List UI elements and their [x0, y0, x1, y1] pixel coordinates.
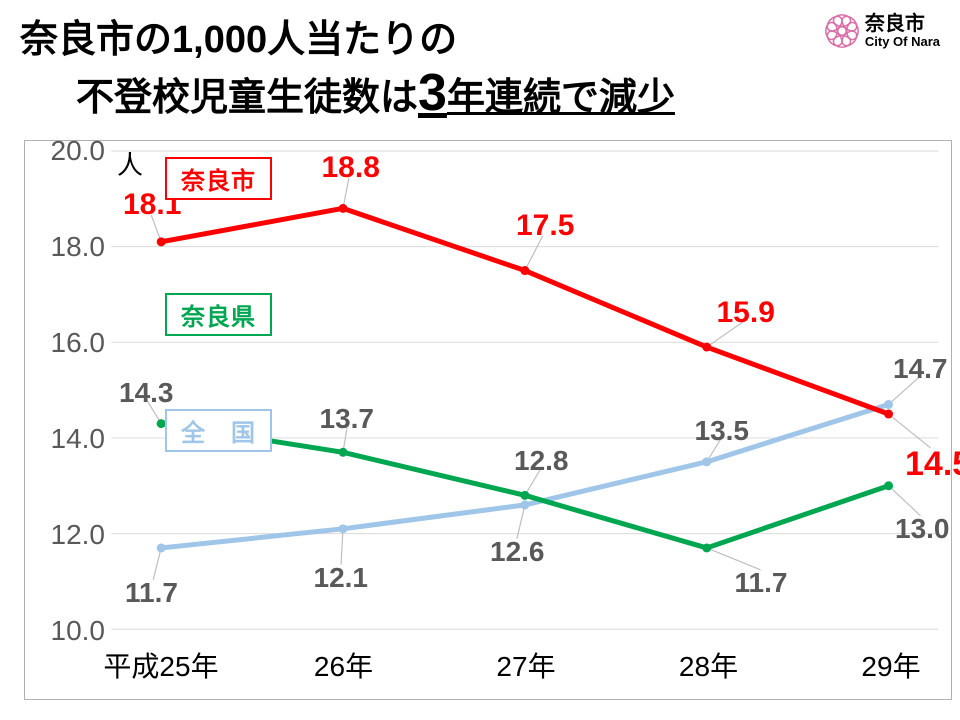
data-label: 18.8: [322, 151, 380, 185]
line-chart: 10.012.014.016.018.020.0人平成25年26年27年28年2…: [24, 140, 952, 700]
data-label: 12.6: [490, 536, 545, 568]
x-tick-label: 26年: [314, 645, 373, 685]
header: 奈良市の1,000人当たりの 不登校児童生徒数は3年連続で減少 奈良市 City…: [20, 8, 940, 123]
x-tick-label: 27年: [496, 645, 555, 685]
y-tick-label: 20.0: [45, 135, 105, 167]
series-legend: 全 国: [165, 409, 272, 452]
data-label: 14.3: [119, 377, 174, 409]
title-line-2: 不登校児童生徒数は3年連続で減少: [20, 63, 940, 123]
title-big: 3: [418, 64, 447, 122]
y-tick-label: 12.0: [45, 519, 105, 551]
title-line-1: 奈良市の1,000人当たりの: [20, 8, 940, 63]
city-logo: 奈良市 City Of Nara: [823, 12, 940, 50]
data-label: 12.1: [314, 562, 369, 594]
series-legend: 奈良市: [165, 157, 272, 200]
data-label: 11.7: [125, 577, 178, 609]
title-post: 年連続で減少: [447, 77, 675, 119]
y-tick-label: 10.0: [45, 615, 105, 647]
y-tick-label: 16.0: [45, 327, 105, 359]
series-legend: 奈良県: [165, 293, 272, 336]
data-label: 12.8: [514, 445, 569, 477]
title-pre: 不登校児童生徒数は: [76, 77, 418, 119]
data-label: 17.5: [516, 209, 574, 243]
nara-flower-icon: [823, 12, 861, 50]
data-label: 13.7: [320, 403, 375, 435]
data-label: 14.7: [893, 353, 948, 385]
x-tick-label: 28年: [679, 645, 738, 685]
logo-en: City Of Nara: [865, 35, 940, 49]
logo-jp: 奈良市: [865, 13, 940, 35]
x-tick-label: 29年: [861, 645, 920, 685]
y-tick-label: 14.0: [45, 423, 105, 455]
data-label: 13.5: [695, 415, 750, 447]
data-label: 14.5: [905, 445, 960, 484]
data-label: 11.7: [735, 567, 788, 599]
data-label: 15.9: [717, 296, 775, 330]
data-label: 13.0: [895, 513, 950, 545]
y-axis-unit: 人: [117, 145, 143, 182]
y-tick-label: 18.0: [45, 231, 105, 263]
x-tick-label: 平成25年: [103, 645, 218, 685]
chart-canvas: [25, 141, 951, 699]
